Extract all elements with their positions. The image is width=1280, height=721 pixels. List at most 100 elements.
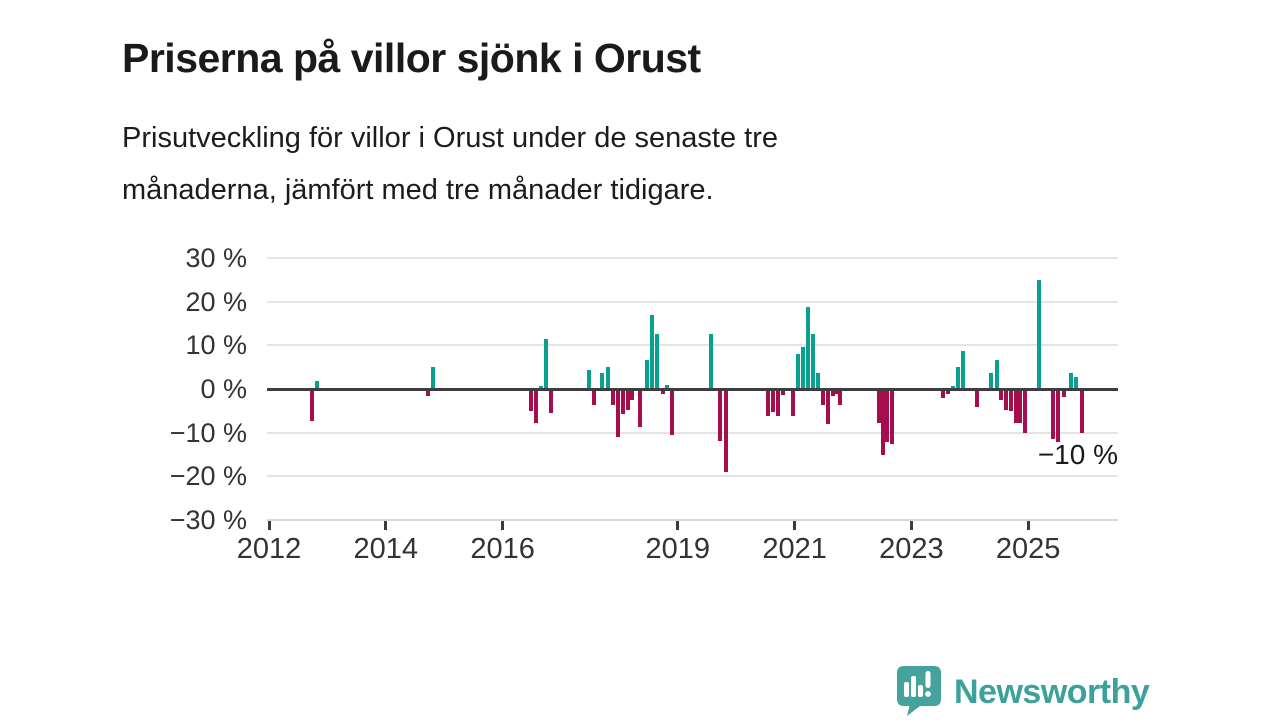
positive-bar xyxy=(950,385,955,389)
negative-bar xyxy=(790,389,795,417)
y-axis-tick-label: −10 % xyxy=(169,417,247,448)
positive-bar xyxy=(655,333,660,389)
positive-bar xyxy=(1036,279,1041,389)
negative-bar xyxy=(660,389,665,395)
negative-bar xyxy=(946,389,951,395)
gridline xyxy=(267,256,1118,259)
negative-bar xyxy=(1018,389,1023,424)
positive-bar xyxy=(1074,377,1079,389)
positive-bar xyxy=(431,367,436,389)
negative-bar xyxy=(825,389,830,425)
negative-bar xyxy=(1079,389,1084,433)
negative-bar xyxy=(1055,389,1060,443)
newsworthy-logo: Newsworthy xyxy=(894,663,1150,721)
negative-bar xyxy=(880,389,885,455)
positive-bar xyxy=(1069,373,1074,389)
negative-bar xyxy=(1013,389,1018,424)
positive-bar xyxy=(960,350,965,389)
negative-bar xyxy=(592,389,597,405)
negative-bar xyxy=(776,389,781,417)
positive-bar xyxy=(796,354,801,389)
y-axis-tick-label: 10 % xyxy=(185,330,247,361)
negative-bar xyxy=(780,389,785,396)
subtitle-line-1: Prisutveckling för villor i Orust under … xyxy=(122,122,778,154)
positive-bar xyxy=(644,359,649,389)
positive-bar xyxy=(664,385,669,389)
x-axis-tick-label: 2019 xyxy=(645,533,711,565)
negative-bar xyxy=(1008,389,1013,411)
gridline xyxy=(267,344,1118,347)
positive-bar xyxy=(314,380,319,389)
y-axis-tick-label: 0 % xyxy=(200,374,247,404)
positive-bar xyxy=(810,333,815,389)
negative-bar xyxy=(770,389,775,413)
positive-bar xyxy=(989,373,994,389)
y-axis-tick-label: −30 % xyxy=(169,505,247,535)
negative-bar xyxy=(974,389,979,408)
latest-value-annotation: −10 % xyxy=(1037,439,1118,470)
zero-axis-line xyxy=(267,387,1118,391)
positive-bar xyxy=(587,370,592,389)
positive-bar xyxy=(815,372,820,389)
x-axis-tick-label: 2012 xyxy=(236,533,302,565)
negative-bar xyxy=(998,389,1003,400)
positive-bar xyxy=(956,367,961,389)
negative-bar xyxy=(615,389,620,438)
x-axis-tickmark xyxy=(267,521,271,530)
positive-bar xyxy=(600,372,605,389)
x-axis-tickmark xyxy=(501,521,505,530)
negative-bar xyxy=(1061,389,1066,397)
page-title: Priserna på villor sjönk i Orust xyxy=(122,35,701,82)
positive-bar xyxy=(994,360,999,389)
x-axis-tickmark xyxy=(384,521,388,530)
newsworthy-speech-bubble-chart-icon xyxy=(894,663,944,721)
negative-bar xyxy=(834,389,839,394)
x-axis-tick-label: 2016 xyxy=(470,533,535,565)
positive-bar xyxy=(650,314,655,389)
positive-bar xyxy=(605,367,610,389)
negative-bar xyxy=(765,389,770,417)
negative-bar xyxy=(940,389,945,399)
x-axis-tickmark xyxy=(793,521,797,530)
y-axis-tick-label: 20 % xyxy=(185,286,247,317)
x-axis-tickmark xyxy=(909,521,913,530)
positive-bar xyxy=(708,333,713,389)
negative-bar xyxy=(310,389,315,421)
negative-bar xyxy=(620,389,625,415)
gridline xyxy=(267,300,1118,303)
negative-bar xyxy=(885,389,890,442)
chart-subtitle: Prisutveckling för villor i Orust under … xyxy=(122,112,778,216)
gridline xyxy=(267,431,1118,434)
negative-bar xyxy=(425,389,430,396)
positive-bar xyxy=(800,347,805,389)
negative-bar xyxy=(723,389,728,472)
positive-bar xyxy=(539,385,544,389)
positive-bar xyxy=(543,339,548,389)
negative-bar xyxy=(630,389,635,400)
negative-bar xyxy=(1004,389,1008,410)
negative-bar xyxy=(529,389,534,411)
negative-bar xyxy=(820,389,825,406)
x-axis-tick-label: 2021 xyxy=(762,533,827,565)
negative-bar xyxy=(669,389,674,436)
y-axis-tick-label: 30 % xyxy=(185,242,247,273)
negative-bar xyxy=(838,389,843,406)
x-axis-tickmark xyxy=(1026,521,1030,530)
negative-bar xyxy=(1023,389,1028,433)
brand-name: Newsworthy xyxy=(954,672,1150,711)
x-axis-tick-label: 2023 xyxy=(879,533,944,565)
negative-bar xyxy=(717,389,722,441)
negative-bar xyxy=(830,389,835,396)
negative-bar xyxy=(625,389,630,410)
negative-bar xyxy=(610,389,615,406)
x-axis-tick-label: 2025 xyxy=(995,533,1061,565)
subtitle-line-2: månaderna, jämfört med tre månader tidig… xyxy=(122,174,714,206)
x-axis-tickmark xyxy=(676,521,680,530)
y-axis-tick-label: −20 % xyxy=(169,461,247,492)
negative-bar xyxy=(876,389,881,423)
positive-bar xyxy=(806,307,811,389)
negative-bar xyxy=(533,389,538,424)
x-axis-tick-label: 2014 xyxy=(353,533,419,565)
negative-bar xyxy=(1050,389,1055,440)
